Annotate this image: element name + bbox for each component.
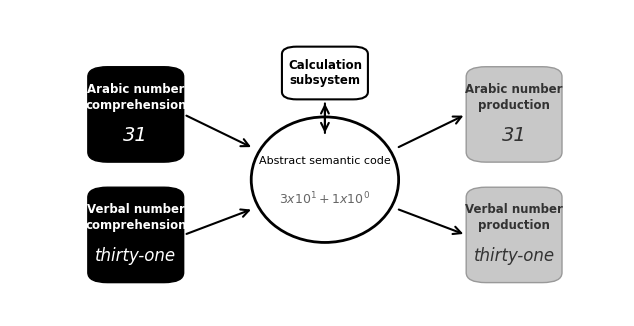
FancyBboxPatch shape <box>88 187 184 283</box>
FancyBboxPatch shape <box>466 67 562 162</box>
Text: $\mathit{3x10^{1}+1x10^{0}}$: $\mathit{3x10^{1}+1x10^{0}}$ <box>280 190 370 207</box>
FancyBboxPatch shape <box>466 187 562 283</box>
Text: Arabic number
production: Arabic number production <box>465 83 563 111</box>
Text: thirty-one: thirty-one <box>474 247 555 265</box>
Text: 31: 31 <box>501 126 526 145</box>
FancyBboxPatch shape <box>88 67 184 162</box>
Ellipse shape <box>251 117 399 243</box>
Text: Verbal number
comprehension: Verbal number comprehension <box>85 203 186 232</box>
Text: 31: 31 <box>124 126 148 145</box>
Text: Arabic number
comprehension: Arabic number comprehension <box>85 83 186 111</box>
Text: Calculation
subsystem: Calculation subsystem <box>288 59 362 87</box>
Text: thirty-one: thirty-one <box>95 247 176 265</box>
Text: Verbal number
production: Verbal number production <box>465 203 563 232</box>
Text: Abstract semantic code: Abstract semantic code <box>259 156 391 166</box>
FancyBboxPatch shape <box>282 47 368 99</box>
